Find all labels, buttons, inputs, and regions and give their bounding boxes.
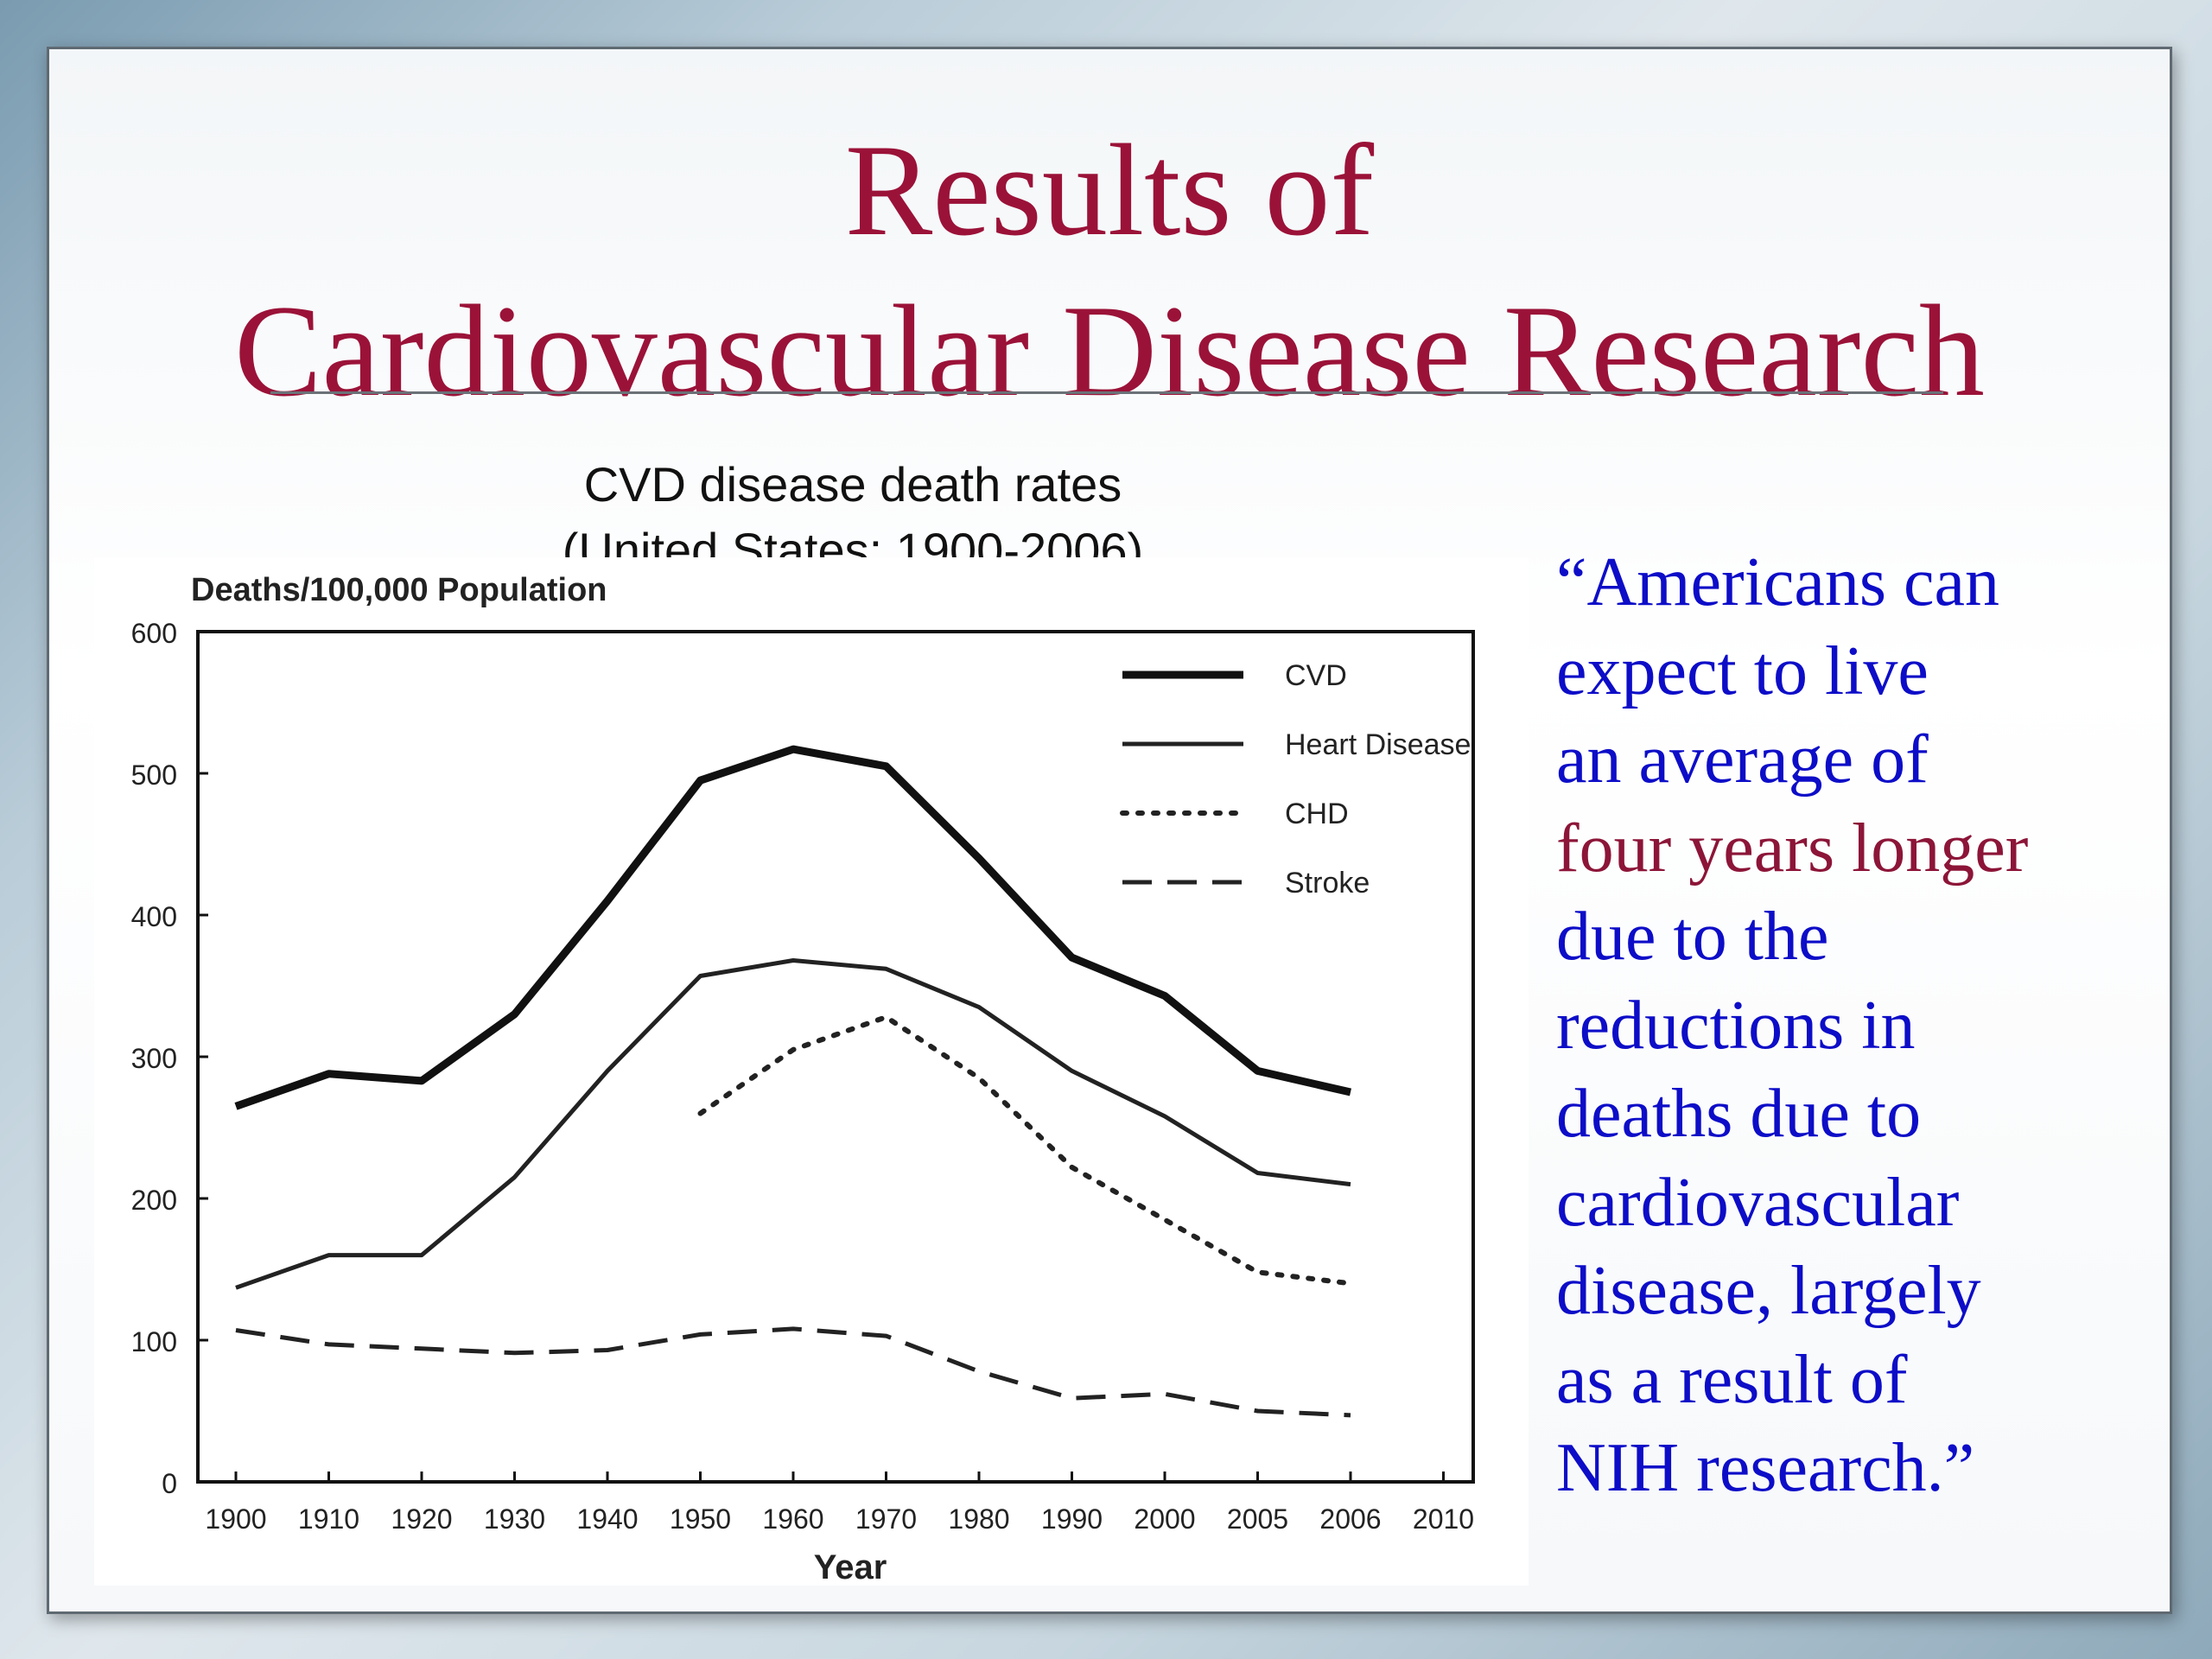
chart-panel: Deaths/100,000 Population 0 100 200 300 400 50… <box>94 557 1529 1586</box>
quote-line: disease, largely <box>1556 1253 1981 1329</box>
quote-line: cardiovascular <box>1556 1164 1960 1241</box>
x-tick-label: 1920 <box>391 1503 452 1535</box>
x-tick-label: 1980 <box>948 1503 1009 1535</box>
quote-line: deaths due to <box>1556 1076 1922 1152</box>
y-tick-label: 100 <box>131 1326 177 1357</box>
y-tick-label: 500 <box>131 760 177 791</box>
y-tick-label: 0 <box>162 1468 177 1499</box>
nih-quote: “Americans can expect to live an average o… <box>1556 538 2161 1513</box>
x-tick-label: 1990 <box>1041 1503 1103 1535</box>
slide-title: Results of Cardiovascular Disease Resear… <box>49 110 2170 431</box>
series-line-stroke <box>235 1326 1351 1418</box>
quote-line: “Americans can <box>1556 544 2000 620</box>
y-tick-label: 600 <box>131 618 177 649</box>
x-tick-label: 2000 <box>1134 1503 1195 1535</box>
quote-line: reductions in <box>1556 987 1916 1064</box>
quote-line: due to the <box>1556 899 1829 975</box>
quote-line: as a result of <box>1556 1341 1908 1418</box>
slide: Results of Cardiovascular Disease Resear… <box>47 47 2172 1614</box>
x-tick-label: 1910 <box>298 1503 359 1535</box>
x-tick-label: 2005 <box>1227 1503 1288 1535</box>
legend-label: Heart Disease <box>1285 728 1471 761</box>
quote-line: four years longer <box>1556 810 2029 887</box>
x-tick-label: 1970 <box>855 1503 917 1535</box>
x-tick-label: 1960 <box>762 1503 823 1535</box>
y-axis-label: Deaths/100,000 Population <box>191 572 607 608</box>
legend-label: Stroke <box>1285 867 1370 899</box>
y-tick-label: 200 <box>131 1185 177 1216</box>
title-line-2: Cardiovascular Disease Research <box>234 278 1985 423</box>
legend-label: CHD <box>1285 798 1349 830</box>
y-tick-label: 300 <box>131 1043 177 1074</box>
quote-line: NIH research.” <box>1556 1430 1975 1506</box>
legend-label: CVD <box>1285 659 1347 692</box>
x-tick-label: 1950 <box>670 1503 731 1535</box>
chart-caption-line-1: CVD disease death rates <box>583 457 1122 512</box>
series-line-heart-disease <box>235 958 1351 1290</box>
line-chart: Deaths/100,000 Population 0 100 200 300 400 50… <box>131 572 1475 1586</box>
x-axis-label: Year <box>814 1548 887 1586</box>
title-line-1: Results of <box>844 118 1375 263</box>
quote-line: expect to live <box>1556 632 1929 709</box>
x-tick-label: 1900 <box>205 1503 266 1535</box>
title-divider <box>270 391 1943 394</box>
chart-caption: CVD disease death rates (United States: … <box>378 452 1328 583</box>
series-line-cvd <box>234 745 1352 1110</box>
quote-line: an average of <box>1556 721 1929 798</box>
x-tick-label: 1940 <box>576 1503 638 1535</box>
x-tick-label: 1930 <box>484 1503 545 1535</box>
x-tick-label: 2010 <box>1413 1503 1474 1535</box>
y-tick-label: 400 <box>131 901 177 932</box>
x-tick-label: 2006 <box>1319 1503 1381 1535</box>
series-line-chd <box>697 1014 1353 1287</box>
